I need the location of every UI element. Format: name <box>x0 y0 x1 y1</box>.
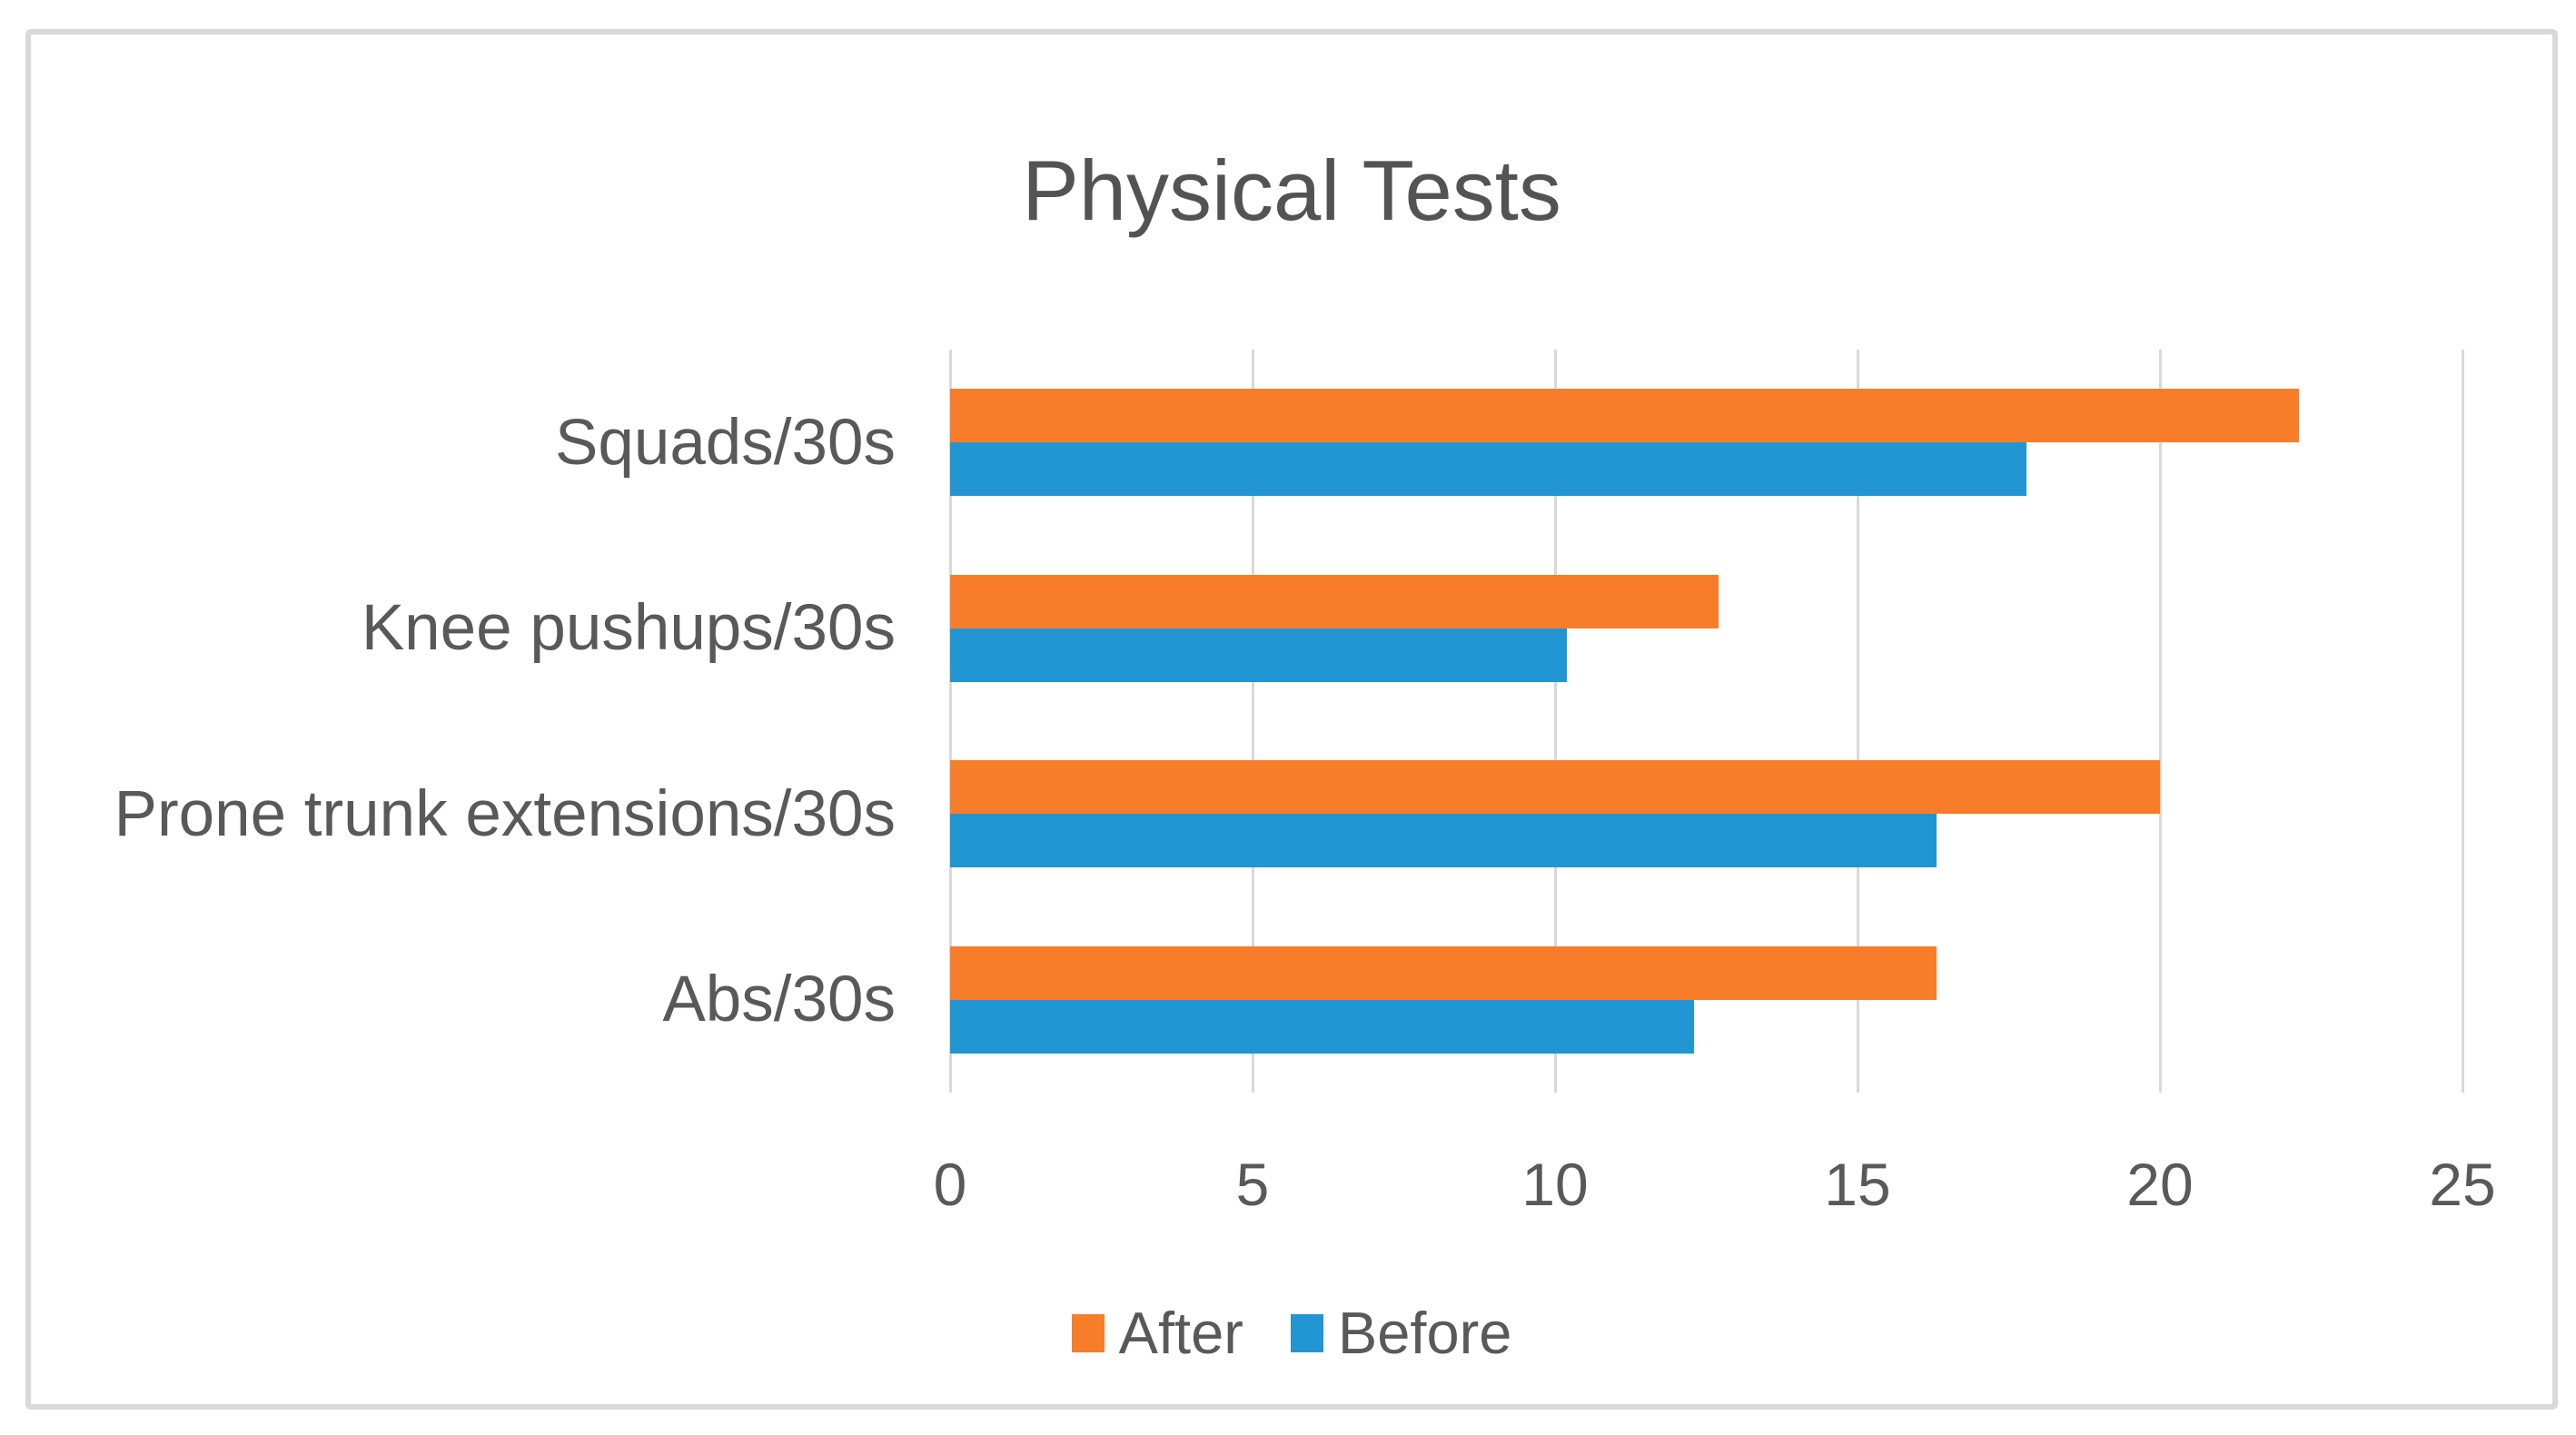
bar-before-1 <box>950 628 1568 682</box>
bar-after-1 <box>950 574 1719 628</box>
bar-after-0 <box>950 389 2300 443</box>
category-label-1: Knee pushups/30s <box>361 592 896 665</box>
gridline-25 <box>2461 350 2464 1093</box>
gridline-20 <box>2158 350 2162 1093</box>
legend-label-before: Before <box>1337 1300 1512 1366</box>
category-label-0: Squads/30s <box>554 406 896 479</box>
plot-area <box>948 350 2464 1094</box>
x-tick-label-0: 0 <box>933 1151 967 1218</box>
legend-item-before: Before <box>1290 1299 1512 1367</box>
gridline-0 <box>948 350 952 1093</box>
bar-group-3 <box>950 907 2462 1094</box>
category-label-2: Prone trunk extensions/30s <box>114 777 896 850</box>
bar-before-3 <box>950 999 1695 1054</box>
value-axis: 0 5 10 15 20 25 <box>934 1150 2496 1222</box>
legend-swatch-before <box>1290 1313 1323 1352</box>
legend-item-after: After <box>1071 1299 1243 1367</box>
x-tick-label-25: 25 <box>2429 1151 2496 1218</box>
x-tick-label-15: 15 <box>1824 1151 1891 1218</box>
gridline-5 <box>1251 350 1254 1093</box>
gridline-15 <box>1856 350 1859 1093</box>
category-label-3: Abs/30s <box>662 964 896 1036</box>
bar-before-0 <box>950 442 2027 497</box>
gridline-10 <box>1553 350 1557 1093</box>
bar-after-2 <box>950 760 2160 815</box>
legend-label-after: After <box>1118 1300 1243 1366</box>
legend-swatch-after <box>1071 1313 1105 1352</box>
bar-before-2 <box>950 814 1937 868</box>
bar-group-2 <box>950 721 2462 907</box>
category-axis: Squads/30s Knee pushups/30s Prone trunk ex… <box>67 350 896 1093</box>
bar-group-1 <box>950 536 2462 722</box>
x-tick-label-10: 10 <box>1521 1151 1589 1218</box>
x-tick-label-5: 5 <box>1235 1151 1270 1218</box>
bar-group-0 <box>950 350 2462 536</box>
chart-frame: Physical Tests Squads/30s Knee pushups/30… <box>25 29 2558 1410</box>
legend: After Before <box>31 1299 2552 1367</box>
x-tick-label-20: 20 <box>2126 1151 2194 1218</box>
bar-after-3 <box>950 945 1937 1000</box>
chart-title: Physical Tests <box>1022 143 1561 238</box>
